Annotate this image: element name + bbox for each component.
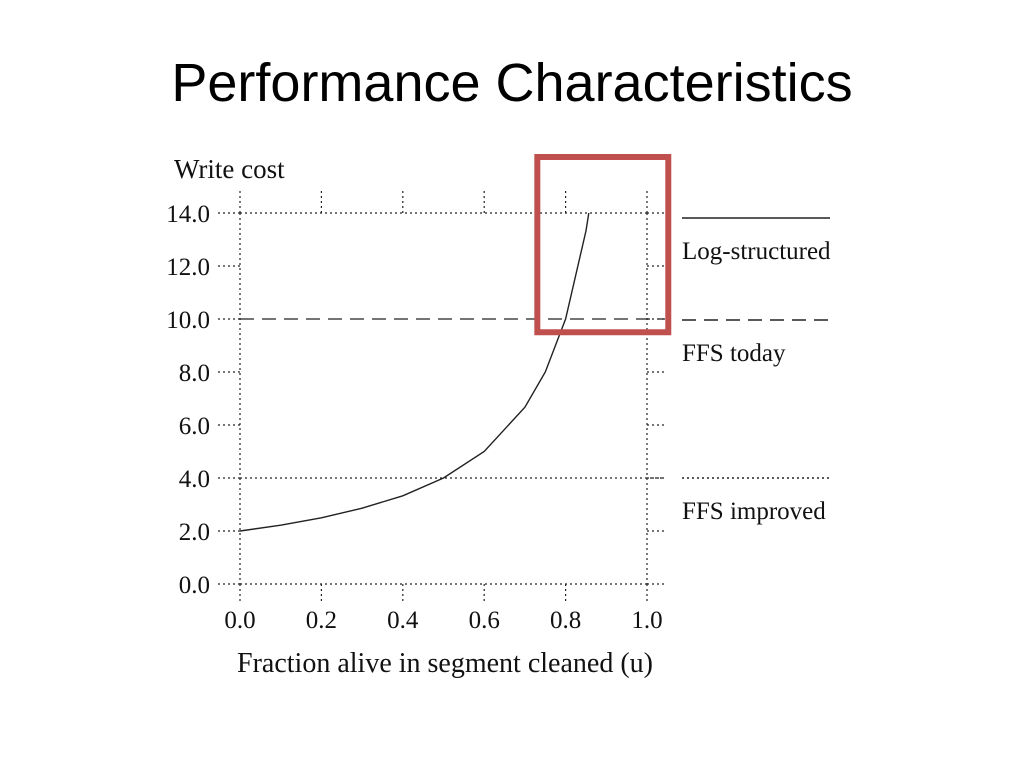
y-tick-label: 10.0 [166,307,210,334]
y-tick-label: 8.0 [179,360,210,387]
series-lines [239,212,665,532]
legend-label: FFS today [682,340,786,367]
y-tick-label: 6.0 [179,413,210,440]
highlight-box [534,154,672,336]
x-tick-labels: 0.0 0.2 0.4 0.6 0.8 1.0 [224,607,662,634]
y-axis-label: Write cost [174,154,285,184]
y-tick-label: 12.0 [166,254,210,281]
series-line-log-structured [239,212,590,532]
x-tick-label: 0.6 [469,607,500,634]
x-axis-label: Fraction alive in segment cleaned (u) [237,648,653,679]
x-tick-label: 0.4 [387,607,419,634]
x-tick-label: 0.2 [306,607,337,634]
highlight-rect [534,154,672,336]
y-tick-labels: 0.0 2.0 4.0 6.0 8.0 10.0 12.0 14.0 [166,201,210,599]
y-tick-label: 4.0 [179,466,210,493]
x-tick-label: 0.0 [224,607,255,634]
slide-title: Performance Characteristics [171,53,853,113]
y-tick-label: 0.0 [179,572,210,599]
y-tick-label: 2.0 [179,519,210,546]
legend: Log-structured FFS today FFS improved [682,217,831,525]
plot-frame [218,191,665,602]
legend-label: FFS improved [682,498,826,525]
legend-label: Log-structured [682,238,831,265]
y-tick-label: 14.0 [166,201,210,228]
x-tick-label: 0.8 [550,607,581,634]
x-tick-label: 1.0 [631,607,662,634]
